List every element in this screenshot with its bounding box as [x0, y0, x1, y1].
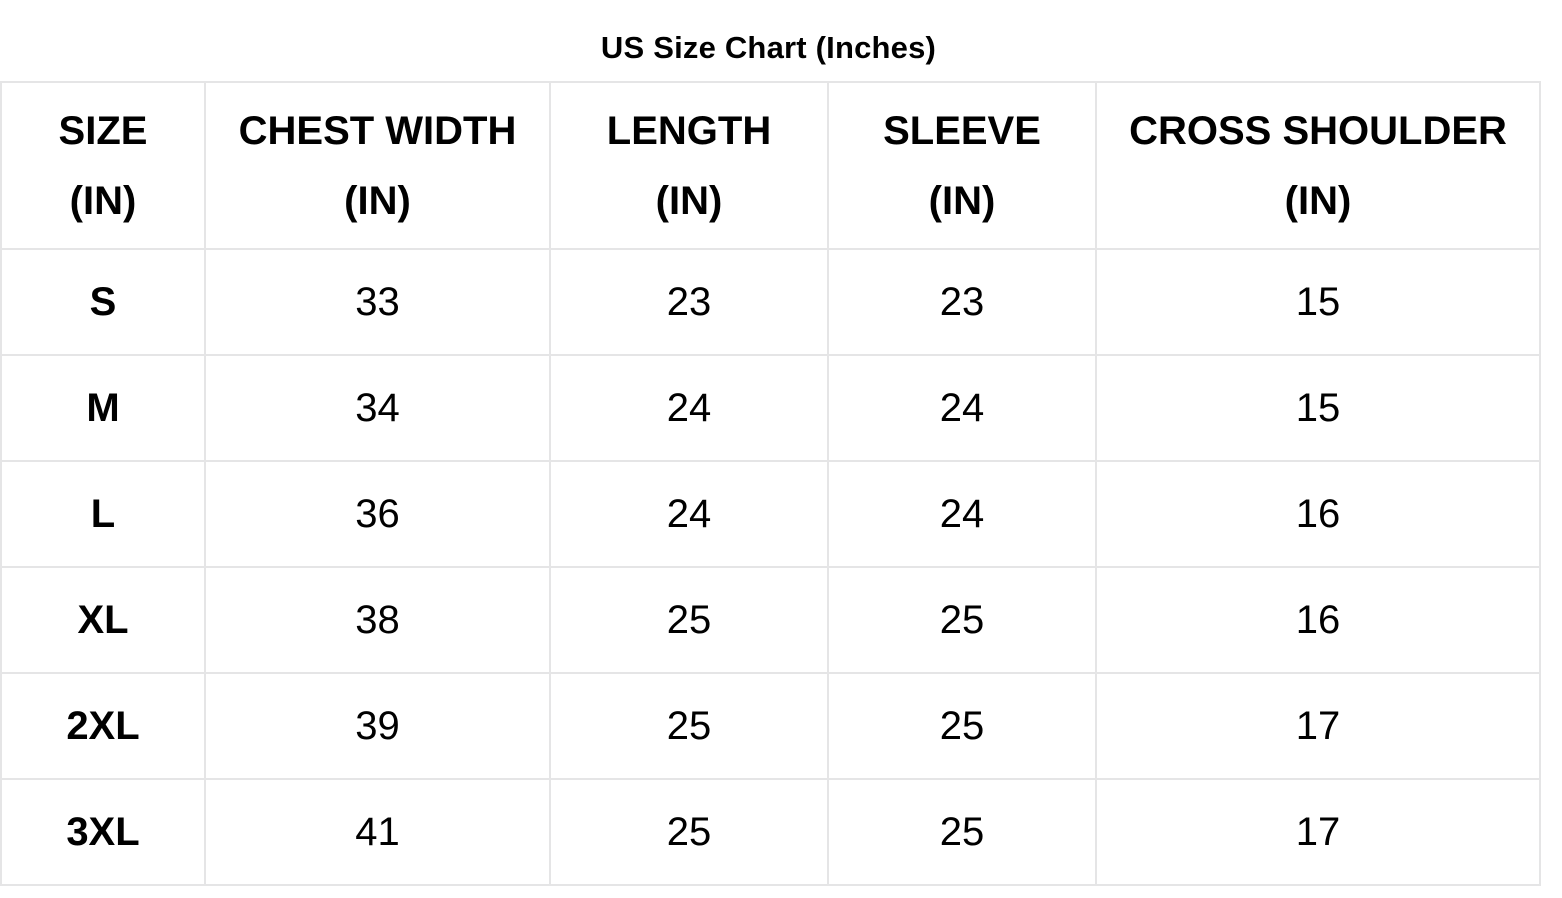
value-cell: 33 [204, 248, 551, 356]
column-header-size: SIZE (IN) [0, 81, 206, 250]
column-header-label: SIZE [58, 108, 148, 153]
size-cell: S [0, 248, 206, 356]
value-cell: 16 [1095, 566, 1541, 674]
value-cell: 36 [204, 460, 551, 568]
value-cell: 23 [827, 248, 1097, 356]
table-header-row: SIZE (IN) CHEST WIDTH (IN) LENGTH (IN) S… [0, 81, 1541, 250]
column-header-sleeve: SLEEVE (IN) [827, 81, 1097, 250]
value-cell: 24 [549, 354, 829, 462]
value-cell: 23 [549, 248, 829, 356]
column-header-unit: (IN) [928, 178, 996, 223]
value-cell: 25 [549, 778, 829, 886]
value-cell: 34 [204, 354, 551, 462]
column-header-label: LENGTH [606, 108, 772, 153]
table-row-m: M 34 24 24 15 [0, 354, 1541, 462]
table-row-2xl: 2XL 39 25 25 17 [0, 672, 1541, 780]
table-row-3xl: 3XL 41 25 25 17 [0, 778, 1541, 886]
value-cell: 16 [1095, 460, 1541, 568]
value-cell: 25 [827, 672, 1097, 780]
size-cell: L [0, 460, 206, 568]
size-cell: M [0, 354, 206, 462]
value-cell: 24 [827, 354, 1097, 462]
table-row-s: S 33 23 23 15 [0, 248, 1541, 356]
column-header-label: SLEEVE [883, 108, 1041, 153]
size-cell: 3XL [0, 778, 206, 886]
value-cell: 38 [204, 566, 551, 674]
value-cell: 17 [1095, 672, 1541, 780]
size-cell: 2XL [0, 672, 206, 780]
column-header-chest-width: CHEST WIDTH (IN) [204, 81, 551, 250]
column-header-unit: (IN) [69, 178, 137, 223]
value-cell: 15 [1095, 248, 1541, 356]
column-header-unit: (IN) [1284, 178, 1352, 223]
column-header-unit: (IN) [655, 178, 723, 223]
size-chart-table: SIZE (IN) CHEST WIDTH (IN) LENGTH (IN) S… [0, 81, 1541, 886]
column-header-cross-shoulder: CROSS SHOULDER (IN) [1095, 81, 1541, 250]
column-header-unit: (IN) [344, 178, 411, 223]
value-cell: 15 [1095, 354, 1541, 462]
value-cell: 25 [827, 566, 1097, 674]
table-row-xl: XL 38 25 25 16 [0, 566, 1541, 674]
value-cell: 25 [827, 778, 1097, 886]
value-cell: 25 [549, 672, 829, 780]
size-cell: XL [0, 566, 206, 674]
value-cell: 39 [204, 672, 551, 780]
value-cell: 24 [827, 460, 1097, 568]
value-cell: 24 [549, 460, 829, 568]
value-cell: 25 [549, 566, 829, 674]
table-row-l: L 36 24 24 16 [0, 460, 1541, 568]
column-header-label: CHEST WIDTH [238, 108, 517, 153]
column-header-length: LENGTH (IN) [549, 81, 829, 250]
value-cell: 41 [204, 778, 551, 886]
value-cell: 17 [1095, 778, 1541, 886]
column-header-label: CROSS SHOULDER [1129, 108, 1507, 153]
chart-title: US Size Chart (Inches) [600, 29, 937, 65]
